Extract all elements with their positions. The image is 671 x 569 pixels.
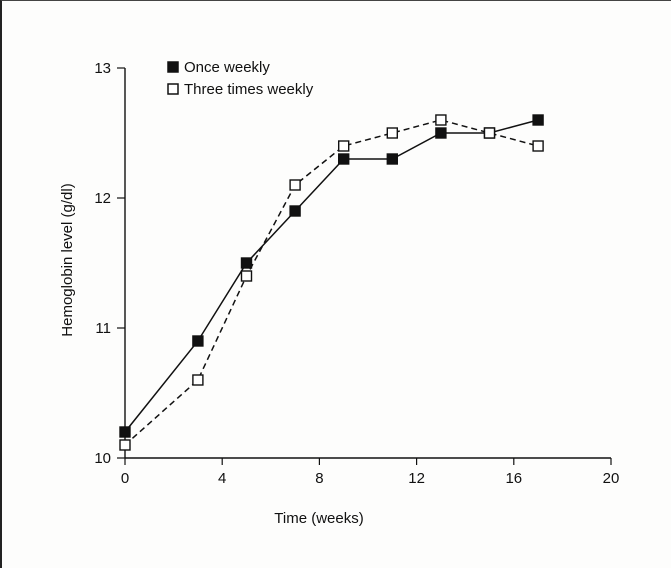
x-tick-label: 8: [315, 470, 323, 487]
data-point: [290, 206, 300, 216]
series-line: [125, 120, 538, 432]
x-tick-label: 12: [408, 470, 425, 487]
data-point: [485, 128, 495, 138]
data-point: [120, 440, 130, 450]
legend: Once weekly Three times weekly: [168, 59, 314, 98]
data-point: [436, 115, 446, 125]
data-point: [193, 375, 203, 385]
data-point: [533, 141, 543, 151]
data-point: [387, 154, 397, 164]
x-tick-label: 4: [218, 470, 226, 487]
legend-label-once-weekly: Once weekly: [184, 59, 270, 76]
data-point: [120, 427, 130, 437]
x-tick-label: 20: [603, 470, 620, 487]
series-line: [125, 120, 538, 445]
series-1: [120, 115, 543, 450]
data-point: [387, 128, 397, 138]
y-tick-label: 11: [95, 320, 111, 337]
data-point: [339, 154, 349, 164]
data-point: [242, 258, 252, 268]
data-point: [290, 180, 300, 190]
x-axis-label: Time (weeks): [274, 510, 363, 527]
x-tick-label: 16: [505, 470, 522, 487]
legend-marker-once-weekly: [168, 62, 178, 72]
data-point: [242, 271, 252, 281]
data-point: [436, 128, 446, 138]
legend-label-three-times-weekly: Three times weekly: [184, 81, 314, 98]
y-tick-label: 13: [94, 60, 111, 77]
data-point: [193, 336, 203, 346]
series-layer: [120, 115, 543, 450]
y-tick-label: 12: [94, 190, 111, 207]
series-0: [120, 115, 543, 437]
y-tick-label: 10: [94, 450, 111, 467]
y-axis-label: Hemoglobin level (g/dl): [59, 183, 76, 336]
data-point: [533, 115, 543, 125]
x-tick-label: 0: [121, 470, 129, 487]
legend-marker-three-times-weekly: [168, 84, 178, 94]
data-point: [339, 141, 349, 151]
